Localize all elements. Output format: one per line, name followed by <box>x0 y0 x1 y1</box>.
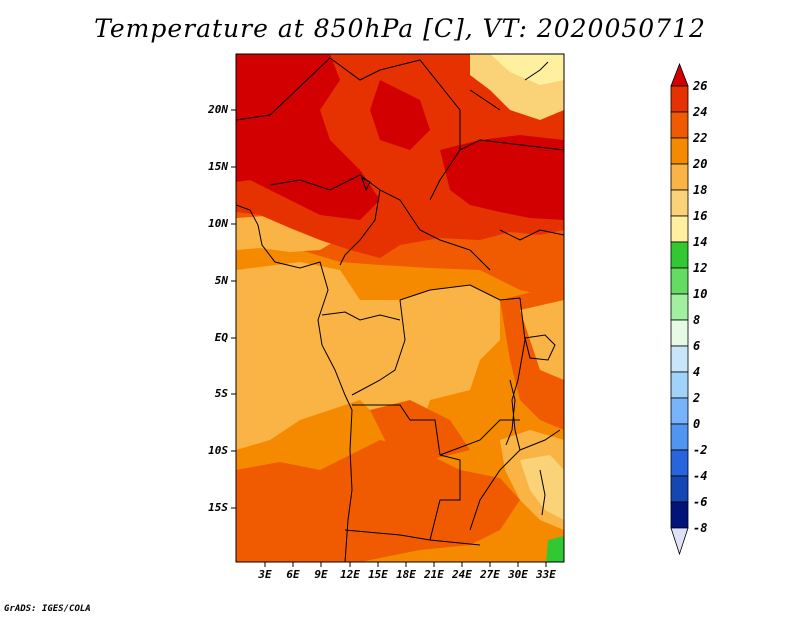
colorbar-swatch-20-22 <box>670 137 689 165</box>
border-mauritania-mali <box>236 57 331 121</box>
colorbar-swatch-16-18 <box>670 189 689 217</box>
lake-tanganyika <box>505 379 516 446</box>
lake-chad <box>361 177 371 192</box>
colorbar-label-14: 14 <box>693 235 708 249</box>
red-sea-coast <box>469 61 549 111</box>
colorbar-label-16: 16 <box>693 209 708 223</box>
colorbar-swatch-18-20 <box>670 163 689 191</box>
border-drc-angola <box>352 404 441 456</box>
lon-label-9e: 9E <box>314 568 328 581</box>
colorbar-label-m6: -6 <box>693 495 708 509</box>
lat-label-5s: 5S <box>214 387 228 400</box>
lat-label-5n: 5N <box>214 274 228 287</box>
border-chad-car <box>379 189 491 271</box>
border-car-drc <box>399 284 521 301</box>
field-pale-yellow-southeast <box>520 455 564 520</box>
colorbar-swatch-24-26 <box>670 85 689 113</box>
colorbar-cap-bottom <box>670 527 689 556</box>
colorbar-swatch-14-16 <box>670 215 689 243</box>
lon-label-21e: 21E <box>424 568 444 581</box>
lon-label-12e: 12E <box>340 568 360 581</box>
colorbar-label-8: 8 <box>693 313 701 327</box>
lon-label-3e: 3E <box>258 568 272 581</box>
colorbar-swatch-0-2 <box>670 397 689 425</box>
lon-label-30e: 30E <box>508 568 528 581</box>
grads-credit: GrADS: IGES/COLA <box>4 604 91 614</box>
field-orange-red-south <box>236 440 520 562</box>
lat-label-10s: 10S <box>208 444 228 457</box>
lon-label-24e: 24E <box>452 568 472 581</box>
lake-victoria <box>524 334 556 361</box>
coastlines-and-borders <box>236 57 564 562</box>
border-namibia-botswana <box>344 529 481 546</box>
temperature-field <box>236 54 564 562</box>
colorbar-swatch-10-12 <box>670 267 689 295</box>
colorbar-label-m8: -8 <box>693 521 708 535</box>
map-title: Temperature at 850hPa [C], VT: 202005071… <box>94 14 706 43</box>
field-dark-red-sahel-west <box>236 54 380 220</box>
colorbar-label-4: 4 <box>693 365 701 379</box>
border-mali-niger <box>329 57 461 201</box>
field-dark-red-sahel-central <box>370 80 430 150</box>
colorbar-swatch-2-4 <box>670 371 689 399</box>
border-east-africa <box>469 297 526 531</box>
lon-label-33e: 33E <box>536 568 556 581</box>
border-sudan-south-sudan <box>459 139 564 151</box>
colorbar-cap-top <box>670 62 689 87</box>
colorbar-label-m2: -2 <box>693 443 708 457</box>
border-angola-zambia <box>429 454 461 541</box>
lon-label-15e: 15E <box>368 568 388 581</box>
colorbar-label-0: 0 <box>693 417 701 431</box>
colorbar-swatch-4-6 <box>670 345 689 373</box>
field-cream-northeast <box>490 54 564 85</box>
lat-label-15n: 15N <box>208 160 228 173</box>
lat-label-15s: 15S <box>208 501 228 514</box>
field-light-orange-ethiopia <box>520 300 564 380</box>
x-ticks <box>264 562 547 567</box>
lat-label-eq: EQ <box>214 331 228 344</box>
map-frame <box>235 53 565 563</box>
border-congo-drc <box>351 299 406 396</box>
colorbar-swatch-m2-0 <box>670 423 689 451</box>
lon-label-6e: 6E <box>286 568 300 581</box>
colorbar-label-12: 12 <box>693 261 708 275</box>
lon-label-18e: 18E <box>396 568 416 581</box>
lat-label-20n: 20N <box>208 103 228 116</box>
border-nigeria-cameroon <box>339 189 381 266</box>
colorbar-label-26: 26 <box>693 79 708 93</box>
colorbar-label-6: 6 <box>693 339 701 353</box>
colorbar-label-m4: -4 <box>693 469 708 483</box>
field-green-southeast <box>546 536 564 562</box>
colorbar-label-18: 18 <box>693 183 708 197</box>
border-gabon-congo <box>321 311 401 321</box>
border-horn <box>499 229 564 241</box>
colorbar-swatch-6-8 <box>670 319 689 347</box>
lake-malawi <box>539 469 546 516</box>
field-dark-red-sudan <box>440 135 564 220</box>
colorbar-label-2: 2 <box>693 391 701 405</box>
colorbar-swatch-m4-m2 <box>670 449 689 477</box>
colorbar-swatch-m8-m6 <box>670 501 689 529</box>
colorbar <box>670 62 689 556</box>
border-tanzania-mozambique <box>519 429 561 451</box>
field-orange-red-southeast <box>370 400 470 460</box>
lat-label-10n: 10N <box>208 217 228 230</box>
field-light-orange-west <box>236 262 500 450</box>
coastline-west-africa <box>236 204 353 562</box>
border-drc-zambia <box>439 419 520 456</box>
colorbar-swatch-8-10 <box>670 293 689 321</box>
colorbar-label-20: 20 <box>693 157 708 171</box>
colorbar-label-22: 22 <box>693 131 708 145</box>
colorbar-swatch-12-14 <box>670 241 689 269</box>
colorbar-swatch-22-24 <box>670 111 689 139</box>
colorbar-label-10: 10 <box>693 287 708 301</box>
y-ticks <box>231 109 236 509</box>
colorbar-swatch-m6-m4 <box>670 475 689 503</box>
colorbar-label-24: 24 <box>693 105 708 119</box>
lon-label-27e: 27E <box>480 568 500 581</box>
